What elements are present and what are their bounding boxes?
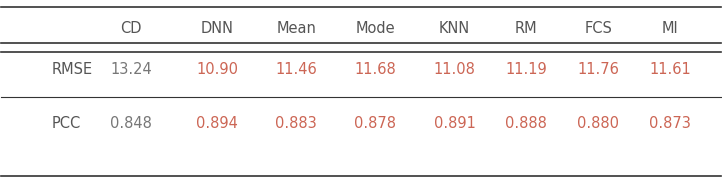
Text: 11.19: 11.19 <box>505 62 547 77</box>
Text: 0.873: 0.873 <box>649 116 691 131</box>
Text: MI: MI <box>662 21 679 36</box>
Text: 0.888: 0.888 <box>505 116 547 131</box>
Text: RM: RM <box>515 21 538 36</box>
Text: KNN: KNN <box>439 21 470 36</box>
Text: 13.24: 13.24 <box>110 62 152 77</box>
Text: 0.880: 0.880 <box>578 116 619 131</box>
Text: PCC: PCC <box>52 116 81 131</box>
Text: 11.08: 11.08 <box>434 62 475 77</box>
Text: 11.68: 11.68 <box>355 62 396 77</box>
Text: 11.46: 11.46 <box>275 62 317 77</box>
Text: 0.894: 0.894 <box>196 116 238 131</box>
Text: 10.90: 10.90 <box>196 62 238 77</box>
Text: 0.883: 0.883 <box>275 116 317 131</box>
Text: 11.76: 11.76 <box>578 62 619 77</box>
Text: Mean: Mean <box>277 21 316 36</box>
Text: 0.878: 0.878 <box>355 116 396 131</box>
Text: 11.61: 11.61 <box>649 62 691 77</box>
Text: Mode: Mode <box>355 21 395 36</box>
Text: DNN: DNN <box>201 21 234 36</box>
Text: 0.848: 0.848 <box>110 116 152 131</box>
Text: CD: CD <box>120 21 142 36</box>
Text: FCS: FCS <box>584 21 612 36</box>
Text: RMSE: RMSE <box>52 62 93 77</box>
Text: 0.891: 0.891 <box>434 116 475 131</box>
